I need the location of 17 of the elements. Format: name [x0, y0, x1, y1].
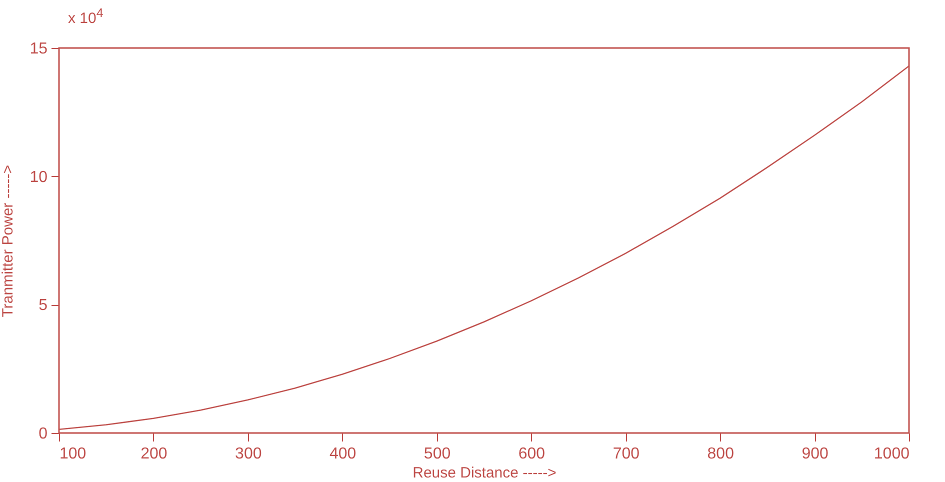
x-tick-label: 900 — [802, 446, 828, 462]
y-tick-label: 15 — [30, 40, 48, 58]
x-axis-title: Reuse Distance -----> — [412, 464, 557, 482]
x-tick-label: 200 — [140, 446, 168, 462]
x-tick-label: 1000 — [874, 446, 910, 462]
x-tick-label: 500 — [424, 446, 451, 462]
x-tick-label: 300 — [235, 446, 262, 462]
y-tick-label: 0 — [38, 426, 48, 442]
x-tick-label: 100 — [60, 446, 86, 462]
x-tick-label: 400 — [329, 446, 356, 462]
y-tick-label: 5 — [38, 297, 48, 314]
y-axis-title: Tranmitter Power -----> — [0, 164, 17, 318]
x-tick-label: 600 — [518, 446, 546, 462]
x-tick-label: 700 — [612, 446, 640, 462]
y-tick-label: 10 — [30, 168, 48, 186]
x-tick-label: 800 — [707, 446, 734, 462]
text: x 10$^{4}$ — [68, 6, 104, 27]
